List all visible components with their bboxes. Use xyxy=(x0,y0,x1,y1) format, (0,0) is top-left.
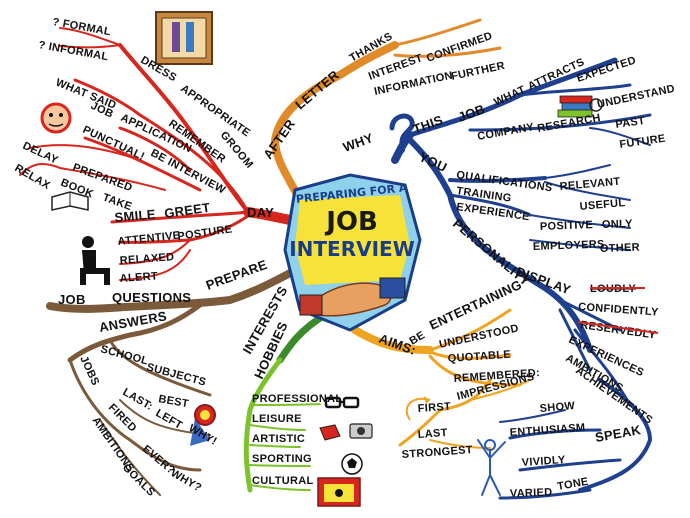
center-job-label: JOB xyxy=(324,207,378,237)
only-label: ONLY xyxy=(602,218,634,231)
question-mark-icon xyxy=(389,113,415,153)
posture-label: POSTURE xyxy=(177,223,233,243)
greet-label: GREET xyxy=(163,200,211,221)
artistic-label: ARTISTIC xyxy=(252,433,305,445)
professional-label: PROFESSIONAL xyxy=(252,393,342,405)
handshake-icon xyxy=(299,277,406,317)
seated-person-icon xyxy=(80,236,110,285)
groom-label: GROOM xyxy=(218,129,256,171)
past-label: PAST xyxy=(615,115,646,131)
reservedly-strike xyxy=(577,321,659,334)
day-branch xyxy=(19,27,305,281)
cheering-person-icon xyxy=(477,439,506,496)
future-label: FUTURE xyxy=(619,133,667,151)
book-icon xyxy=(51,191,89,211)
medal-icon xyxy=(190,404,216,446)
first-label: FIRST xyxy=(417,401,451,415)
interests-branch xyxy=(276,311,329,364)
camera-icon xyxy=(319,423,373,441)
hobbies-branch xyxy=(243,357,321,493)
relaxed-label: RELAXED xyxy=(119,251,174,267)
expected-label: EXPECTED xyxy=(575,54,637,84)
display-label: DISPLAY xyxy=(514,264,573,298)
aims-branch xyxy=(351,308,531,449)
last-aims-label: LAST xyxy=(417,427,448,441)
clock-face-icon xyxy=(40,102,72,134)
this-label: THIS xyxy=(411,112,445,137)
glasses-icon xyxy=(324,396,360,409)
informal-label: ? INFORMAL xyxy=(37,39,109,63)
useful-label: USEFUL xyxy=(579,197,626,213)
job-why-label: JOB xyxy=(456,101,487,125)
football-icon xyxy=(341,453,363,475)
tone-label: TONE xyxy=(556,476,589,493)
varied-label: VARIED xyxy=(510,487,553,500)
job-prepare-label: JOB xyxy=(58,292,86,307)
show-label: SHOW xyxy=(539,400,576,415)
alert-label: ALERT xyxy=(119,270,158,285)
further-label: FURTHER xyxy=(450,60,506,83)
quotable-label: QUOTABLE xyxy=(447,349,511,365)
smile-label: SMILE xyxy=(114,206,156,225)
day-label: DAY xyxy=(247,205,274,220)
after-branch xyxy=(270,18,502,204)
why-label: WHY xyxy=(341,130,376,155)
letter-label: LETTER xyxy=(292,67,342,112)
speak-label: SPEAK xyxy=(594,422,642,445)
goals-label: GOALS xyxy=(120,462,157,499)
theatre-icon xyxy=(317,477,361,507)
books-stack-icon xyxy=(557,95,603,118)
strongest-label: STRONGEST xyxy=(401,444,473,461)
questions-label: QUESTIONS xyxy=(112,290,191,305)
arrow-loop-icon xyxy=(405,396,431,421)
formal-label: ? FORMAL xyxy=(51,16,111,38)
what-label: WHAT xyxy=(492,84,527,109)
attentive-label: ATTENTIVE xyxy=(117,229,181,248)
delay-label: DELAY xyxy=(21,140,61,167)
enthusiasm-label: ENTHUSIASM xyxy=(509,422,585,439)
school-label: SCHOOL xyxy=(99,343,149,367)
cultural-label: CULTURAL xyxy=(252,475,313,487)
prepare-branch xyxy=(46,264,304,496)
best-label: BEST xyxy=(157,393,189,410)
positive-label: POSITIVE xyxy=(540,219,594,233)
confidently-label: CONFIDENTLY xyxy=(578,301,660,319)
vividly-label: VIVIDLY xyxy=(521,454,566,469)
sporting-label: SPORTING xyxy=(252,453,312,465)
company-label: COMPANY xyxy=(476,121,535,143)
center-interview-label: INTERVIEW xyxy=(289,237,415,261)
last-prepare-label: LAST: xyxy=(121,386,155,413)
central-image xyxy=(283,173,422,332)
understood-label: UNDERSTOOD xyxy=(438,322,520,351)
relevant-label: RELEVANT xyxy=(559,176,621,193)
other-label: OTHER xyxy=(600,242,640,255)
wardrobe-icon xyxy=(155,11,213,65)
leisure-label: LEISURE xyxy=(252,413,302,425)
employers-label: EMPLOYERS xyxy=(533,239,605,253)
answers-label: ANSWERS xyxy=(98,308,168,335)
